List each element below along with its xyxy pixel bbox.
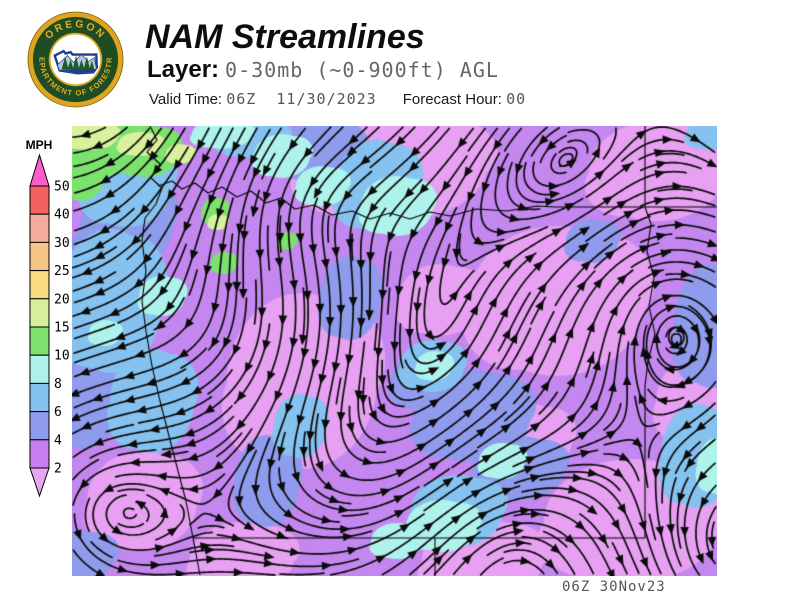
valid-time-label: Valid Time: bbox=[149, 91, 227, 108]
forecast-hour-value: 00 bbox=[506, 90, 527, 108]
svg-text:30: 30 bbox=[54, 236, 70, 251]
svg-text:10: 10 bbox=[54, 349, 70, 364]
logo-state-scene-icon bbox=[53, 49, 98, 75]
layer-label: Layer: bbox=[147, 56, 220, 83]
time-row: Valid Time: 06Z 11/30/2023 Forecast Hour:… bbox=[149, 90, 526, 108]
svg-text:40: 40 bbox=[54, 208, 70, 223]
page-title: NAM Streamlines bbox=[145, 18, 425, 56]
svg-text:2: 2 bbox=[54, 462, 62, 477]
streamline-map bbox=[72, 126, 717, 576]
layer-row: Layer: 0-30mb (~0-900ft) AGL bbox=[147, 56, 499, 84]
svg-text:15: 15 bbox=[54, 321, 70, 336]
svg-text:20: 20 bbox=[54, 292, 70, 307]
svg-text:4: 4 bbox=[54, 433, 62, 448]
valid-time-value: 06Z 11/30/2023 bbox=[226, 90, 377, 108]
svg-text:8: 8 bbox=[54, 377, 62, 392]
svg-text:50: 50 bbox=[54, 180, 70, 195]
forecast-hour-label: Forecast Hour: bbox=[402, 91, 507, 108]
odf-logo: OREGON DEPARTMENT OF FORESTRY bbox=[26, 10, 124, 108]
map-timestamp: 06Z 30Nov23 bbox=[562, 579, 666, 595]
svg-text:25: 25 bbox=[54, 264, 70, 279]
layer-value: 0-30mb (~0-900ft) AGL bbox=[225, 58, 499, 82]
wind-speed-legend: 50 40 30 25 20 15 10 8 6 4 2 bbox=[29, 153, 70, 498]
legend-units-label: MPH bbox=[25, 138, 53, 152]
svg-text:6: 6 bbox=[54, 405, 62, 420]
